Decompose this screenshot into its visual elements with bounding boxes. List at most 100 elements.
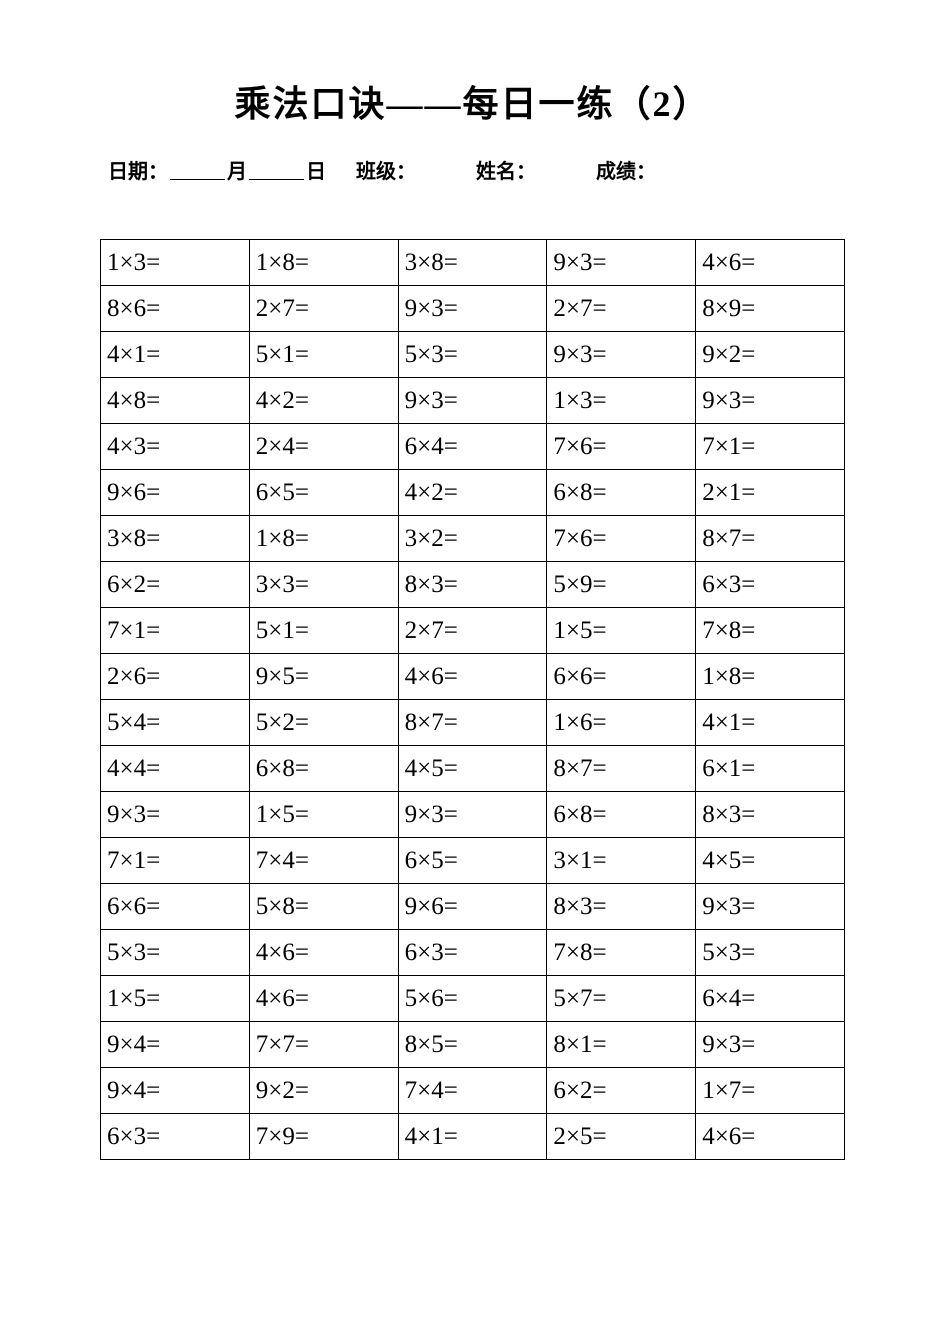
table-cell[interactable]: 4×6=	[696, 1114, 845, 1160]
table-cell[interactable]: 5×3=	[398, 332, 547, 378]
table-cell[interactable]: 2×7=	[398, 608, 547, 654]
table-cell[interactable]: 5×7=	[547, 976, 696, 1022]
table-cell[interactable]: 4×6=	[398, 654, 547, 700]
table-cell[interactable]: 2×7=	[249, 286, 398, 332]
table-cell[interactable]: 1×8=	[249, 240, 398, 286]
table-cell[interactable]: 3×8=	[398, 240, 547, 286]
table-cell[interactable]: 6×3=	[398, 930, 547, 976]
table-cell[interactable]: 5×3=	[101, 930, 250, 976]
table-cell[interactable]: 4×1=	[696, 700, 845, 746]
table-cell[interactable]: 7×1=	[101, 838, 250, 884]
table-cell[interactable]: 4×2=	[249, 378, 398, 424]
table-cell[interactable]: 6×3=	[696, 562, 845, 608]
table-cell[interactable]: 6×8=	[249, 746, 398, 792]
table-cell[interactable]: 4×8=	[101, 378, 250, 424]
table-cell[interactable]: 9×3=	[398, 792, 547, 838]
table-cell[interactable]: 4×5=	[696, 838, 845, 884]
day-blank[interactable]	[249, 160, 304, 180]
table-cell[interactable]: 9×3=	[547, 240, 696, 286]
table-cell[interactable]: 8×9=	[696, 286, 845, 332]
table-cell[interactable]: 7×6=	[547, 516, 696, 562]
table-cell[interactable]: 8×7=	[696, 516, 845, 562]
table-cell[interactable]: 5×6=	[398, 976, 547, 1022]
table-cell[interactable]: 5×8=	[249, 884, 398, 930]
table-cell[interactable]: 2×6=	[101, 654, 250, 700]
table-cell[interactable]: 9×6=	[101, 470, 250, 516]
table-cell[interactable]: 2×7=	[547, 286, 696, 332]
table-cell[interactable]: 6×2=	[547, 1068, 696, 1114]
table-cell[interactable]: 9×3=	[101, 792, 250, 838]
table-cell[interactable]: 7×1=	[696, 424, 845, 470]
table-cell[interactable]: 2×1=	[696, 470, 845, 516]
table-cell[interactable]: 1×8=	[249, 516, 398, 562]
table-cell[interactable]: 3×2=	[398, 516, 547, 562]
table-cell[interactable]: 2×4=	[249, 424, 398, 470]
table-cell[interactable]: 6×6=	[101, 884, 250, 930]
table-cell[interactable]: 8×7=	[547, 746, 696, 792]
table-cell[interactable]: 7×9=	[249, 1114, 398, 1160]
table-cell[interactable]: 7×4=	[398, 1068, 547, 1114]
table-cell[interactable]: 4×6=	[249, 930, 398, 976]
table-cell[interactable]: 9×4=	[101, 1022, 250, 1068]
table-cell[interactable]: 5×3=	[696, 930, 845, 976]
table-cell[interactable]: 1×5=	[249, 792, 398, 838]
table-cell[interactable]: 9×3=	[547, 332, 696, 378]
table-cell[interactable]: 1×3=	[101, 240, 250, 286]
table-cell[interactable]: 6×8=	[547, 470, 696, 516]
table-cell[interactable]: 9×3=	[696, 1022, 845, 1068]
table-cell[interactable]: 9×2=	[696, 332, 845, 378]
table-cell[interactable]: 4×5=	[398, 746, 547, 792]
table-cell[interactable]: 1×6=	[547, 700, 696, 746]
table-cell[interactable]: 9×3=	[696, 378, 845, 424]
table-cell[interactable]: 4×3=	[101, 424, 250, 470]
table-cell[interactable]: 5×1=	[249, 608, 398, 654]
table-cell[interactable]: 6×6=	[547, 654, 696, 700]
table-cell[interactable]: 8×7=	[398, 700, 547, 746]
table-cell[interactable]: 1×5=	[547, 608, 696, 654]
table-cell[interactable]: 9×3=	[398, 378, 547, 424]
table-cell[interactable]: 1×8=	[696, 654, 845, 700]
table-cell[interactable]: 7×8=	[696, 608, 845, 654]
table-cell[interactable]: 6×4=	[696, 976, 845, 1022]
table-cell[interactable]: 4×4=	[101, 746, 250, 792]
table-cell[interactable]: 4×1=	[101, 332, 250, 378]
table-cell[interactable]: 9×4=	[101, 1068, 250, 1114]
table-cell[interactable]: 4×1=	[398, 1114, 547, 1160]
table-cell[interactable]: 5×9=	[547, 562, 696, 608]
table-cell[interactable]: 5×4=	[101, 700, 250, 746]
table-cell[interactable]: 6×8=	[547, 792, 696, 838]
table-cell[interactable]: 6×5=	[249, 470, 398, 516]
table-cell[interactable]: 8×6=	[101, 286, 250, 332]
table-cell[interactable]: 5×2=	[249, 700, 398, 746]
table-cell[interactable]: 4×2=	[398, 470, 547, 516]
table-cell[interactable]: 7×7=	[249, 1022, 398, 1068]
table-cell[interactable]: 6×2=	[101, 562, 250, 608]
table-cell[interactable]: 5×1=	[249, 332, 398, 378]
table-cell[interactable]: 8×3=	[696, 792, 845, 838]
table-cell[interactable]: 3×3=	[249, 562, 398, 608]
table-cell[interactable]: 6×1=	[696, 746, 845, 792]
table-cell[interactable]: 9×6=	[398, 884, 547, 930]
table-cell[interactable]: 8×5=	[398, 1022, 547, 1068]
table-cell[interactable]: 3×1=	[547, 838, 696, 884]
table-cell[interactable]: 9×5=	[249, 654, 398, 700]
table-cell[interactable]: 6×5=	[398, 838, 547, 884]
table-cell[interactable]: 4×6=	[249, 976, 398, 1022]
table-cell[interactable]: 1×3=	[547, 378, 696, 424]
table-cell[interactable]: 4×6=	[696, 240, 845, 286]
table-cell[interactable]: 7×8=	[547, 930, 696, 976]
table-cell[interactable]: 8×1=	[547, 1022, 696, 1068]
table-cell[interactable]: 8×3=	[547, 884, 696, 930]
table-cell[interactable]: 9×3=	[398, 286, 547, 332]
table-cell[interactable]: 6×3=	[101, 1114, 250, 1160]
table-cell[interactable]: 7×4=	[249, 838, 398, 884]
table-cell[interactable]: 3×8=	[101, 516, 250, 562]
table-cell[interactable]: 7×6=	[547, 424, 696, 470]
table-cell[interactable]: 7×1=	[101, 608, 250, 654]
table-cell[interactable]: 2×5=	[547, 1114, 696, 1160]
month-blank[interactable]	[170, 160, 225, 180]
table-cell[interactable]: 8×3=	[398, 562, 547, 608]
table-cell[interactable]: 1×7=	[696, 1068, 845, 1114]
table-cell[interactable]: 9×3=	[696, 884, 845, 930]
table-cell[interactable]: 6×4=	[398, 424, 547, 470]
